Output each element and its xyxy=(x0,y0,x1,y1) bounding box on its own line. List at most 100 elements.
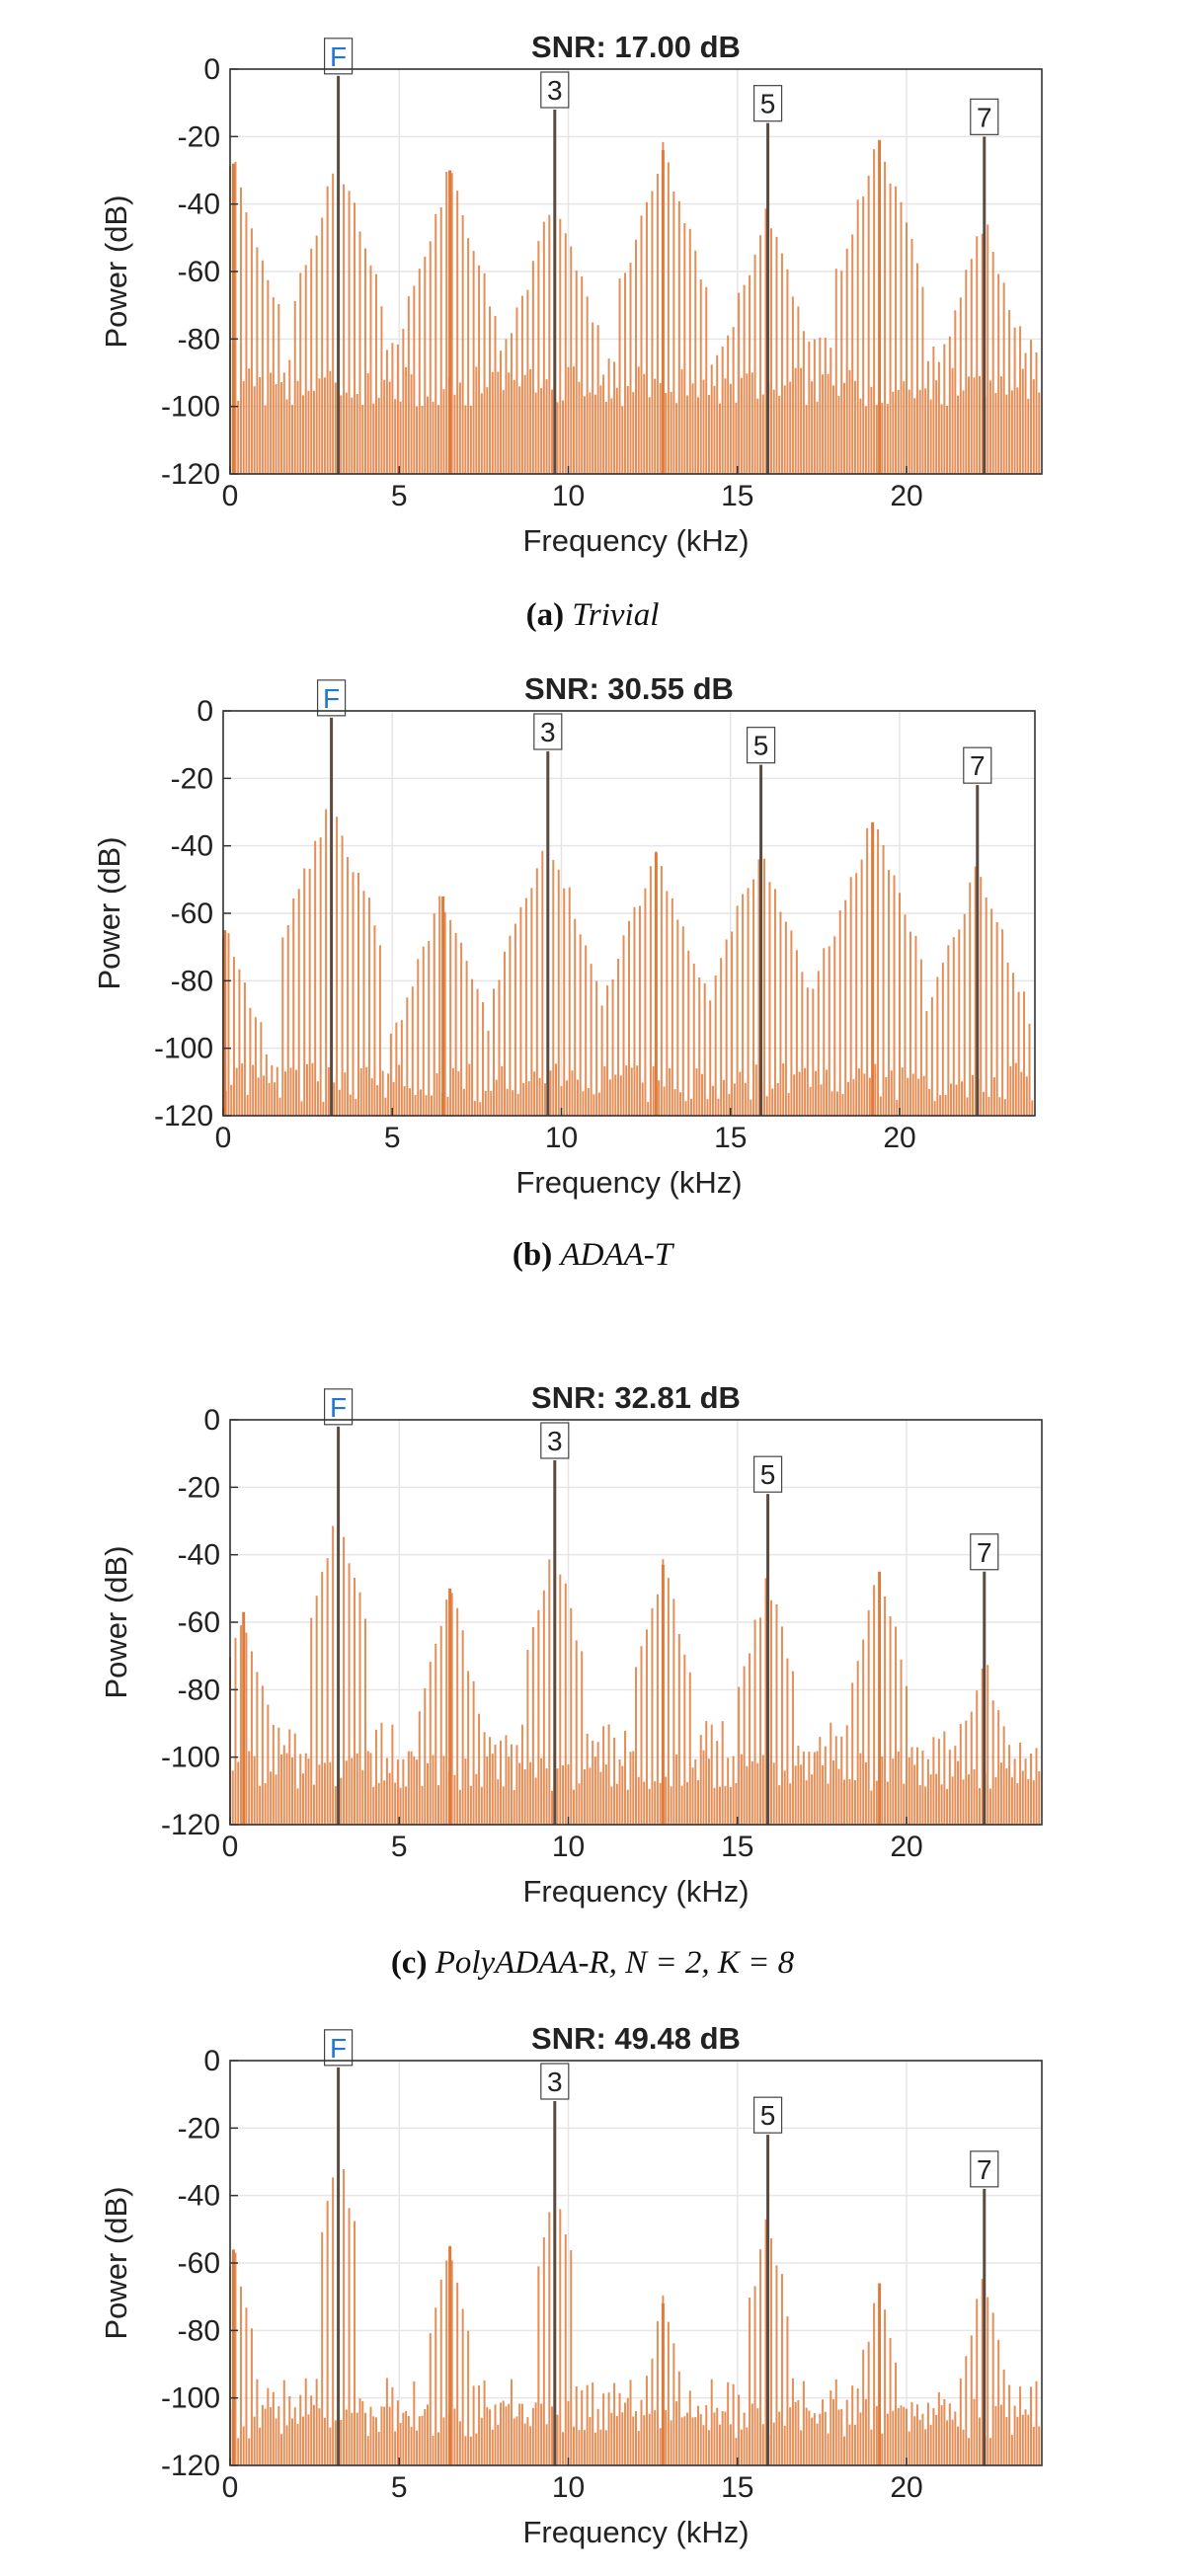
harmonic-label: F xyxy=(330,2033,347,2064)
x-tick-label: 0 xyxy=(222,480,239,512)
caption-tag: (a) xyxy=(525,597,573,633)
x-tick-label: 10 xyxy=(552,1831,585,1863)
harmonic-label-box xyxy=(317,679,347,717)
y-tick-label: -120 xyxy=(161,2450,220,2482)
x-tick-label: 0 xyxy=(222,1831,239,1863)
harmonic-label: 5 xyxy=(753,731,769,761)
x-tick-label: 0 xyxy=(215,1122,232,1154)
x-tick-label: 5 xyxy=(391,1831,408,1863)
chart-title: SNR: 32.81 dB xyxy=(531,1380,741,1415)
x-tick-label: 15 xyxy=(714,1122,747,1154)
chart-title: SNR: 30.55 dB xyxy=(524,671,734,706)
y-axis-label: Power (dB) xyxy=(99,1545,133,1698)
harmonic-label: 5 xyxy=(760,89,776,119)
chart-1: F 3 5 7 0 5 10 15 20 0 -20 -40 -60 -80 -100 -120 SNR: 17… xyxy=(99,30,1043,558)
harmonic-label: 5 xyxy=(760,2100,776,2131)
spectrum-bars xyxy=(222,808,1034,1116)
harmonic-label: 3 xyxy=(547,75,563,106)
x-tick-label: 10 xyxy=(552,2471,585,2504)
harmonic-label: 7 xyxy=(977,102,992,132)
x-axis-label: Frequency (kHz) xyxy=(522,523,749,558)
y-tick-label: -20 xyxy=(178,1471,220,1504)
y-tick-label: -100 xyxy=(161,391,220,424)
harmonic-label-box xyxy=(746,727,776,764)
harmonic-label-box xyxy=(540,2063,570,2100)
y-tick-label: -20 xyxy=(178,120,220,153)
x-tick-label: 10 xyxy=(552,480,585,512)
x-tick-label: 15 xyxy=(721,2471,753,2504)
caption-text: PolyADAA-R, N = 2, K = 8 xyxy=(434,1945,795,1981)
x-tick-label: 15 xyxy=(721,1831,753,1863)
y-tick-label: -80 xyxy=(178,323,220,355)
harmonic-label-box xyxy=(324,2029,354,2067)
y-tick-label: -100 xyxy=(161,1742,220,1774)
harmonic-label-box xyxy=(752,1455,783,1493)
spectrum-bars xyxy=(229,1507,1041,1825)
chart-2: F 3 5 7 0 5 10 15 20 0 -20 -40 -60 -80 -100 -120 SNR: 30… xyxy=(92,671,1036,1200)
x-axis-label: Frequency (kHz) xyxy=(515,1165,742,1200)
x-tick-label: 20 xyxy=(883,1122,915,1154)
harmonic-label-box xyxy=(324,38,354,75)
harmonic-label-box xyxy=(963,746,992,784)
harmonic-label: F xyxy=(330,41,347,72)
harmonic-label-box xyxy=(970,2150,999,2188)
y-tick-label: -40 xyxy=(178,189,220,221)
y-tick-label: -40 xyxy=(178,1539,220,1572)
y-axis-label: Power (dB) xyxy=(99,2186,133,2339)
harmonic-label: 7 xyxy=(977,2154,992,2185)
harmonic-label: 7 xyxy=(977,1537,992,1568)
caption-b: (b) ADAA-T xyxy=(0,1237,1185,1274)
harmonic-label-box xyxy=(752,85,783,122)
x-axis-label: Frequency (kHz) xyxy=(522,1874,749,1909)
y-tick-label: -60 xyxy=(171,898,213,930)
y-tick-label: -40 xyxy=(171,830,213,863)
x-tick-label: 20 xyxy=(890,1831,922,1863)
y-tick-label: -60 xyxy=(178,256,220,288)
x-tick-label: 5 xyxy=(384,1122,401,1154)
y-tick-label: -40 xyxy=(178,2180,220,2213)
y-tick-label: 0 xyxy=(197,695,213,728)
caption-c: (c) PolyADAA-R, N = 2, K = 8 xyxy=(0,1945,1185,1982)
y-tick-label: 0 xyxy=(203,1404,220,1437)
caption-a: (a) Trivial xyxy=(0,597,1185,634)
x-tick-label: 20 xyxy=(890,2471,922,2504)
harmonic-label-box xyxy=(540,1422,570,1459)
y-tick-label: -60 xyxy=(178,1606,220,1639)
x-tick-label: 0 xyxy=(222,2471,239,2504)
y-tick-label: -100 xyxy=(161,2382,220,2415)
harmonic-label-box xyxy=(970,98,999,135)
chart-4: F 3 5 7 0 5 10 15 20 0 -20 -40 -60 -80 -100 -120 SNR: 49… xyxy=(99,2021,1043,2549)
x-tick-label: 5 xyxy=(391,480,408,512)
caption-tag: (b) xyxy=(512,1237,561,1273)
y-tick-label: -20 xyxy=(178,2112,220,2145)
x-axis-label: Frequency (kHz) xyxy=(522,2515,749,2549)
y-tick-label: -120 xyxy=(154,1100,213,1132)
y-tick-label: -120 xyxy=(161,1809,220,1841)
harmonic-label: F xyxy=(323,683,340,714)
y-tick-label: -20 xyxy=(171,762,213,795)
chart-title: SNR: 17.00 dB xyxy=(531,30,741,64)
harmonic-label: 7 xyxy=(970,750,986,781)
y-tick-label: -80 xyxy=(171,965,213,997)
chart-title: SNR: 49.48 dB xyxy=(531,2021,741,2056)
y-axis-label: Power (dB) xyxy=(92,836,126,989)
caption-text: ADAA-T xyxy=(560,1237,673,1273)
y-axis-label: Power (dB) xyxy=(99,195,133,348)
y-tick-label: 0 xyxy=(203,53,220,86)
caption-tag: (c) xyxy=(390,1945,435,1981)
y-tick-label: -120 xyxy=(161,458,220,491)
harmonic-label-box xyxy=(324,1388,354,1426)
harmonic-label-box xyxy=(540,71,570,109)
harmonic-label: 3 xyxy=(540,717,556,747)
harmonic-label-box xyxy=(752,2096,783,2134)
harmonic-label: F xyxy=(330,1392,347,1423)
y-tick-label: 0 xyxy=(203,2045,220,2077)
chart-3: F 3 5 7 0 5 10 15 20 0 -20 -40 -60 -80 -100 -120 SNR: 32… xyxy=(99,1380,1043,1909)
x-tick-label: 10 xyxy=(545,1122,578,1154)
harmonic-label: 5 xyxy=(760,1459,776,1490)
y-tick-label: -60 xyxy=(178,2247,220,2280)
harmonic-label: 3 xyxy=(547,2067,563,2097)
harmonic-label-box xyxy=(533,713,563,750)
